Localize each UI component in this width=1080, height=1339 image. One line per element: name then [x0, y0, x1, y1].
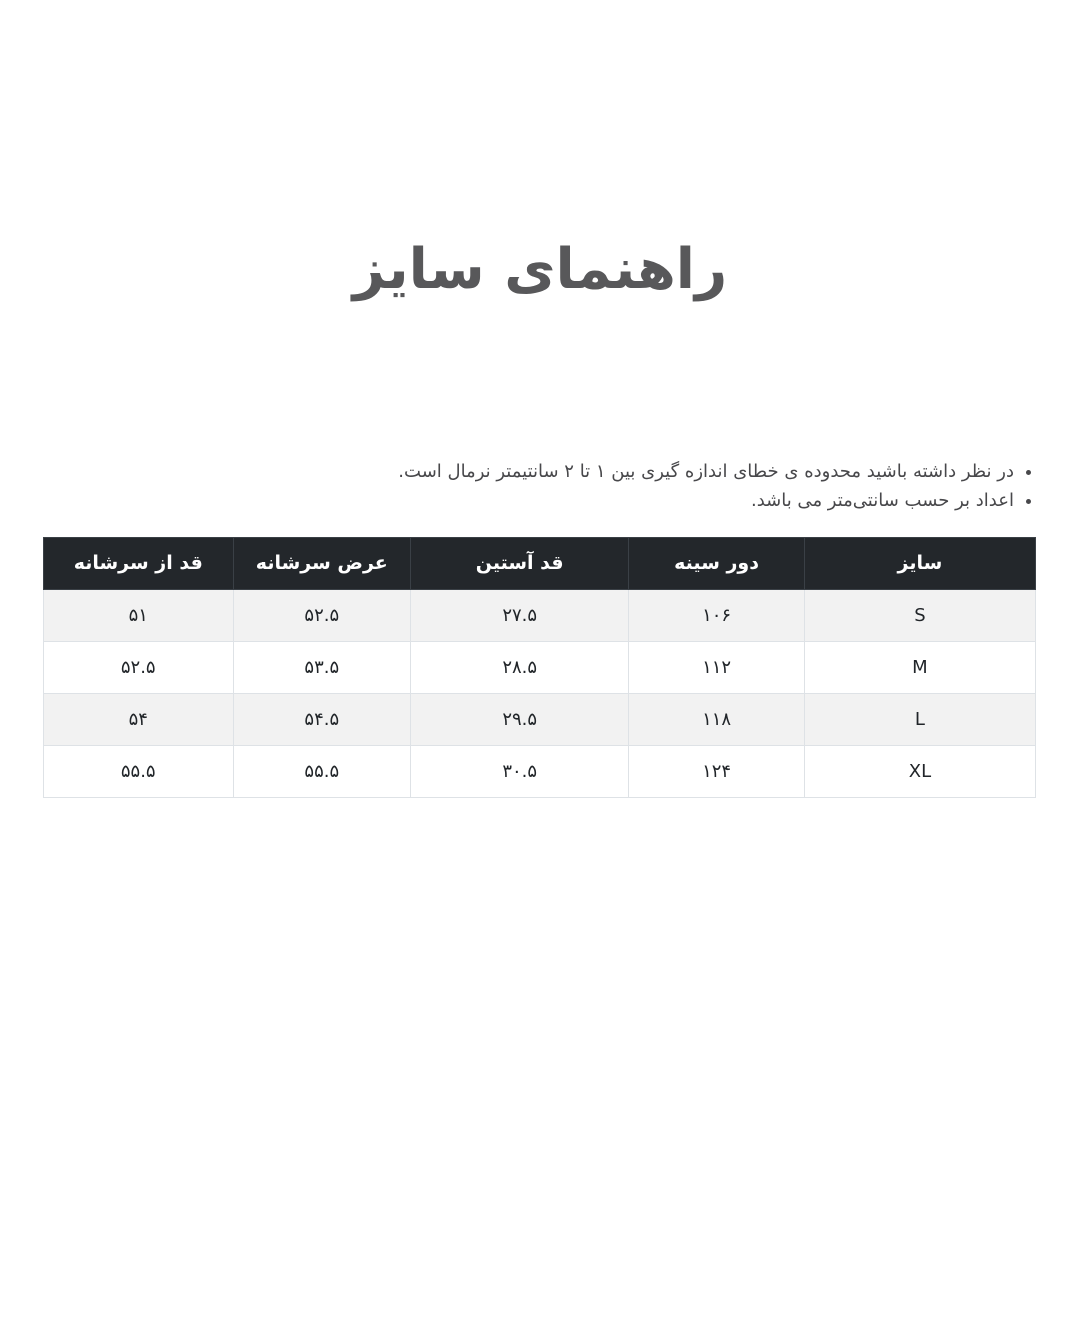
cell-chest: ۱۱۸	[628, 692, 805, 746]
column-header-size: سایز	[803, 536, 1037, 590]
cell-shoulder-width: ۵۳.۵	[232, 640, 412, 694]
cell-length-from-shoulder: ۵۴	[43, 692, 234, 746]
cell-length-from-shoulder: ۵۲.۵	[43, 640, 234, 694]
cell-length-from-shoulder: ۵۱	[43, 588, 234, 642]
table-row-l: L ۱۱۸ ۲۹.۵ ۵۴.۵ ۵۴	[43, 692, 1037, 746]
cell-shoulder-width: ۵۵.۵	[232, 744, 412, 798]
note-item-units: اعداد بر حسب سانتی‌متر می باشد.	[43, 486, 1014, 515]
cell-size: L	[803, 692, 1037, 746]
column-header-sleeve-length: قد آستین	[410, 536, 630, 590]
cell-sleeve-length: ۲۹.۵	[410, 692, 630, 746]
cell-size: M	[803, 640, 1037, 694]
cell-chest: ۱۲۴	[628, 744, 805, 798]
cell-sleeve-length: ۲۷.۵	[410, 588, 630, 642]
column-header-shoulder-width: عرض سرشانه	[232, 536, 412, 590]
cell-size: XL	[803, 744, 1037, 798]
column-header-chest: دور سینه	[628, 536, 805, 590]
table-row-xl: XL ۱۲۴ ۳۰.۵ ۵۵.۵ ۵۵.۵	[43, 744, 1037, 798]
cell-chest: ۱۱۲	[628, 640, 805, 694]
table-row-s: S ۱۰۶ ۲۷.۵ ۵۲.۵ ۵۱	[43, 588, 1037, 642]
cell-length-from-shoulder: ۵۵.۵	[43, 744, 234, 798]
size-table: سایز دور سینه قد آستین عرض سرشانه قد از …	[43, 536, 1037, 798]
cell-shoulder-width: ۵۴.۵	[232, 692, 412, 746]
notes-list: در نظر داشته باشید محدوده ی خطای اندازه …	[43, 457, 1036, 516]
table-header-row: سایز دور سینه قد آستین عرض سرشانه قد از …	[43, 536, 1037, 590]
cell-shoulder-width: ۵۲.۵	[232, 588, 412, 642]
cell-chest: ۱۰۶	[628, 588, 805, 642]
notes-section: در نظر داشته باشید محدوده ی خطای اندازه …	[43, 457, 1036, 516]
cell-sleeve-length: ۳۰.۵	[410, 744, 630, 798]
cell-sleeve-length: ۲۸.۵	[410, 640, 630, 694]
table-row-m: M ۱۱۲ ۲۸.۵ ۵۳.۵ ۵۲.۵	[43, 640, 1037, 694]
note-item-measurement-tolerance: در نظر داشته باشید محدوده ی خطای اندازه …	[43, 457, 1014, 486]
page-title: راهنمای سایز	[352, 237, 728, 302]
cell-size: S	[803, 588, 1037, 642]
column-header-length-from-shoulder: قد از سرشانه	[43, 536, 234, 590]
size-table-container: سایز دور سینه قد آستین عرض سرشانه قد از …	[43, 536, 1037, 798]
